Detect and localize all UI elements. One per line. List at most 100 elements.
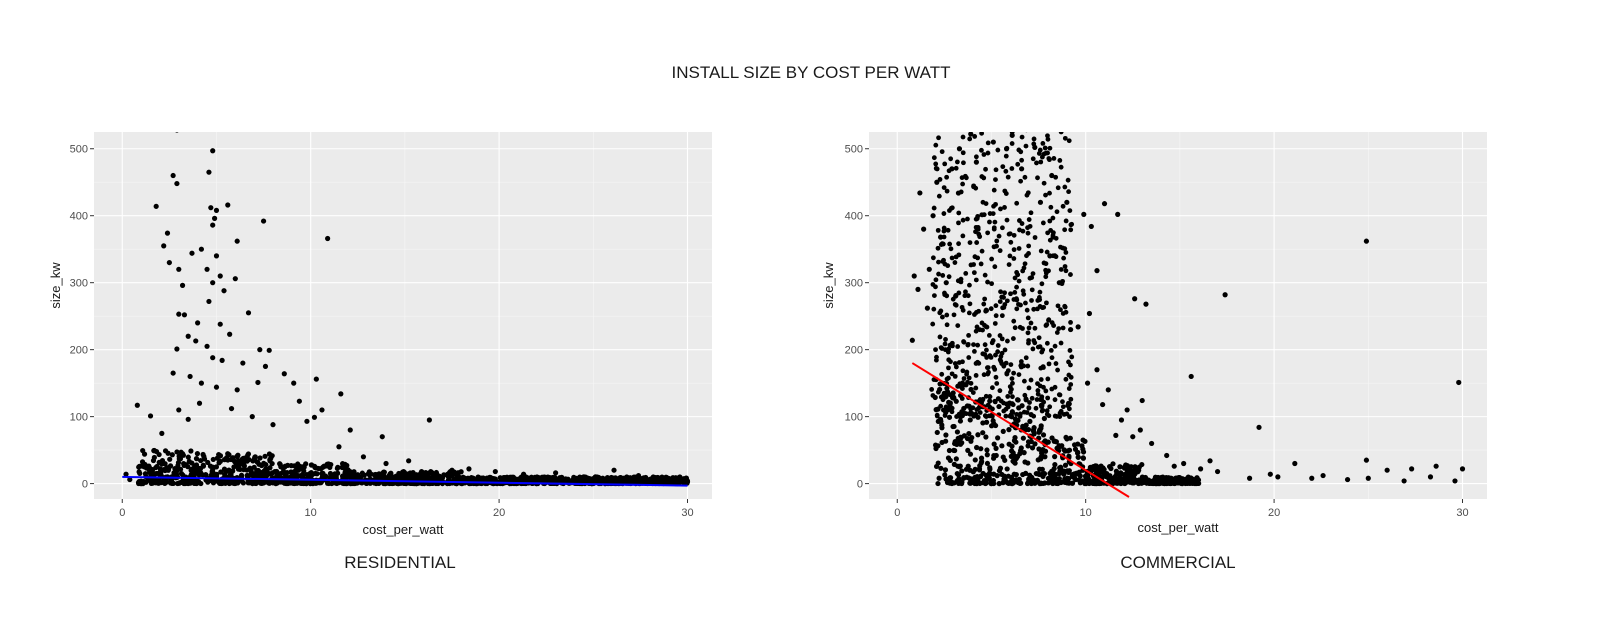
- data-point: [993, 177, 998, 183]
- data-point: [961, 376, 967, 381]
- data-point: [952, 447, 958, 454]
- data-point: [228, 405, 235, 412]
- data-point: [1044, 411, 1050, 417]
- data-point: [990, 139, 996, 145]
- data-point: [1058, 132, 1064, 135]
- data-point: [1024, 192, 1030, 198]
- data-point: [1427, 474, 1434, 480]
- data-point: [1066, 400, 1071, 406]
- data-point: [1045, 395, 1051, 401]
- data-point: [948, 246, 954, 252]
- data-point: [1060, 311, 1066, 316]
- data-point: [956, 477, 962, 484]
- data-point: [979, 458, 985, 465]
- data-point: [1024, 307, 1030, 313]
- data-point: [1003, 153, 1009, 159]
- data-point: [1246, 475, 1253, 481]
- data-point: [335, 464, 341, 470]
- data-point: [1058, 408, 1064, 414]
- data-point: [1409, 466, 1415, 472]
- data-point: [424, 475, 430, 482]
- data-point: [935, 245, 941, 251]
- data-point: [973, 385, 979, 391]
- data-point: [326, 461, 332, 467]
- plot-panel: [94, 132, 712, 499]
- data-point: [1188, 475, 1194, 481]
- data-point: [213, 384, 220, 390]
- data-point: [245, 452, 251, 458]
- data-point: [1027, 472, 1033, 478]
- data-point: [1030, 156, 1036, 162]
- data-point: [1047, 145, 1053, 151]
- data-point: [213, 207, 220, 213]
- data-point: [966, 375, 972, 381]
- data-point: [1041, 399, 1047, 405]
- data-point: [960, 134, 966, 140]
- data-point: [966, 430, 972, 437]
- data-point: [191, 463, 198, 470]
- data-point: [170, 172, 176, 179]
- data-point: [1198, 466, 1204, 472]
- data-point: [194, 451, 201, 457]
- data-point: [654, 476, 660, 482]
- data-point: [1057, 158, 1063, 163]
- data-point: [520, 471, 527, 477]
- data-point: [947, 480, 953, 486]
- data-point: [933, 347, 938, 353]
- data-point: [954, 470, 960, 477]
- data-point: [299, 471, 306, 478]
- data-point: [1028, 377, 1034, 383]
- data-point: [1062, 184, 1068, 190]
- data-point: [1068, 272, 1073, 277]
- data-point: [1365, 475, 1371, 481]
- data-point: [1026, 385, 1032, 391]
- data-point: [949, 255, 955, 261]
- data-point: [1025, 330, 1031, 336]
- data-point: [1094, 268, 1100, 274]
- data-point: [952, 373, 958, 379]
- data-point: [939, 241, 945, 247]
- data-point: [152, 471, 158, 477]
- data-point: [1292, 460, 1298, 467]
- data-point: [944, 385, 950, 391]
- data-point: [595, 475, 601, 481]
- data-point: [993, 167, 999, 173]
- data-point: [954, 159, 960, 165]
- data-point: [304, 418, 310, 424]
- data-point: [1015, 272, 1021, 278]
- data-point: [982, 272, 988, 278]
- data-point: [388, 475, 395, 481]
- data-point: [1049, 172, 1055, 179]
- data-point: [1016, 246, 1022, 251]
- data-point: [1069, 472, 1076, 478]
- data-point: [240, 360, 246, 366]
- data-point: [1054, 479, 1060, 486]
- data-point: [982, 352, 988, 357]
- data-point: [1023, 426, 1029, 433]
- data-point: [948, 156, 954, 162]
- data-point: [1007, 231, 1013, 237]
- data-point: [427, 470, 433, 476]
- data-point: [151, 448, 157, 454]
- data-point: [379, 434, 385, 440]
- data-point: [995, 349, 1001, 355]
- data-point: [1122, 473, 1128, 479]
- data-point: [187, 373, 193, 380]
- data-point: [998, 206, 1003, 212]
- data-point: [974, 240, 980, 245]
- data-point: [1003, 191, 1009, 196]
- data-point: [1055, 367, 1060, 373]
- data-point: [208, 205, 214, 211]
- data-point: [1039, 281, 1045, 287]
- data-point: [1068, 382, 1074, 387]
- data-point: [989, 281, 995, 287]
- data-point: [947, 457, 953, 464]
- data-point: [1051, 466, 1057, 472]
- data-point: [956, 290, 962, 296]
- data-point: [962, 293, 968, 299]
- data-point: [945, 227, 951, 233]
- data-point: [1062, 448, 1068, 454]
- data-point: [195, 320, 201, 326]
- data-point: [148, 480, 154, 487]
- data-point: [1309, 475, 1315, 481]
